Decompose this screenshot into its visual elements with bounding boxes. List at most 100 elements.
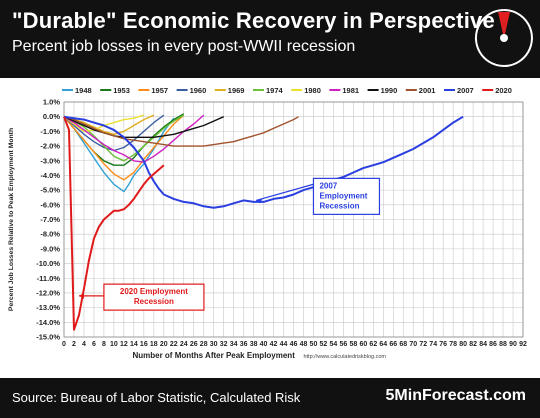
x-tick-label: 56 [339,341,347,348]
x-tick-label: 60 [359,341,367,348]
y-tick-label: -15.0% [36,333,60,342]
x-tick-label: 62 [369,341,377,348]
x-tick-label: 82 [469,341,477,348]
x-tick-label: 18 [150,341,158,348]
footer-bar: Source: Bureau of Labor Statistic, Calcu… [0,378,540,418]
x-tick-label: 72 [419,341,427,348]
y-tick-label: -11.0% [37,274,61,283]
x-tick-label: 32 [220,341,228,348]
series-line-2020 [63,116,165,331]
y-tick-label: -5.0% [40,186,60,195]
legend-label: 1980 [304,86,321,95]
legend-label: 2020 [495,86,512,95]
annotation-box-2007 [312,177,381,215]
y-tick-label: -9.0% [40,244,60,253]
series-line-2001 [63,116,299,147]
x-tick-label: 26 [190,341,198,348]
x-tick-label: 90 [509,341,517,348]
annotation-text-2020: 2020 Employment [120,287,188,296]
y-tick-label: 0.0% [43,112,60,121]
x-tick-label: 84 [479,341,487,348]
x-tick-label: 38 [250,341,258,348]
x-tick-label: 74 [429,341,437,348]
x-tick-label: 22 [170,341,178,348]
annotation-arrowhead [256,199,263,204]
x-tick-label: 50 [310,341,318,348]
y-axis-label: Percent Job Losses Relative to Peak Empl… [8,128,15,311]
y-tick-label: 1.0% [43,98,60,107]
x-tick-label: 40 [260,341,268,348]
y-tick-label: -2.0% [40,142,60,151]
y-tick-label: -6.0% [40,200,60,209]
legend-label: 1948 [75,86,92,95]
series-line-2007 [63,115,464,209]
x-tick-label: 36 [240,341,248,348]
annotation-text-2007: Recession [319,201,359,210]
x-tick-label: 58 [349,341,357,348]
legend-label: 1974 [266,86,284,95]
x-tick-label: 4 [82,341,86,348]
legend-label: 1960 [190,86,207,95]
x-tick-label: 48 [300,341,308,348]
legend-label: 1981 [342,86,359,95]
annotation-arrowhead [78,292,84,299]
legend-label: 1990 [381,86,398,95]
series-line-1981 [63,114,205,163]
y-tick-label: -10.0% [36,259,60,268]
x-tick-label: 54 [330,341,338,348]
x-tick-label: 70 [409,341,417,348]
x-tick-label: 2 [72,341,76,348]
line-chart: 1948 1953 1957 1960 1969 1974 1980 1981 1990 2001… [8,86,527,360]
source-note: Source: Bureau of Labor Statistic, Calcu… [12,390,301,405]
x-tick-label: 20 [160,341,168,348]
legend-label: 2007 [457,86,474,95]
x-tick-label: 6 [92,341,96,348]
plot-border [63,101,524,338]
x-tick-label: 10 [110,341,118,348]
series-line-1948 [63,116,175,193]
chart-title: "Durable" Economic Recovery in Perspecti… [12,8,495,33]
chart-subtitle: Percent job losses in every post-WWII re… [12,38,356,55]
x-tick-label: 42 [270,341,278,348]
gauge-icon [474,9,533,67]
x-tick-label: 66 [389,341,397,348]
legend-label: 1953 [113,86,130,95]
annotation-box-2020 [103,283,205,311]
x-tick-label: 8 [102,341,106,348]
x-tick-label: 52 [320,341,328,348]
legend-label: 1957 [151,86,168,95]
x-tick-label: 0 [62,341,66,348]
legend-label: 2001 [419,86,436,95]
annotation-text-2007: Employment [319,191,367,200]
x-tick-label: 30 [210,341,218,348]
x-tick-label: 46 [290,341,298,348]
y-tick-label: -1.0% [40,127,60,136]
annotation-arrow [255,183,314,201]
x-tick-label: 76 [439,341,447,348]
x-tick-label: 28 [200,341,208,348]
legend-label: 1969 [228,86,245,95]
x-tick-label: 12 [120,341,128,348]
x-axis-label: Number of Months After Peak Employment [132,351,295,360]
watermark-text: http://www.calculatedriskblog.com [303,354,386,360]
y-tick-label: -3.0% [40,156,60,165]
y-tick-label: -12.0% [36,288,60,297]
y-tick-label: -8.0% [40,230,60,239]
x-tick-label: 14 [130,341,138,348]
header-bar: "Durable" Economic Recovery in Perspecti… [0,0,540,78]
brand-logo: 5MinForecast.com [385,387,526,404]
annotation-text-2020: Recession [134,297,174,306]
series-line-1974 [63,114,185,162]
x-tick-label: 92 [519,341,527,348]
x-tick-label: 24 [180,341,188,348]
x-tick-label: 86 [489,341,497,348]
y-tick-label: -13.0% [36,303,60,312]
x-tick-label: 88 [499,341,507,348]
y-tick-label: -7.0% [40,215,60,224]
x-tick-label: 16 [140,341,148,348]
annotation-text-2007: 2007 [319,181,337,190]
series-line-1990 [63,116,224,138]
x-tick-label: 68 [399,341,407,348]
x-tick-label: 80 [459,341,467,348]
